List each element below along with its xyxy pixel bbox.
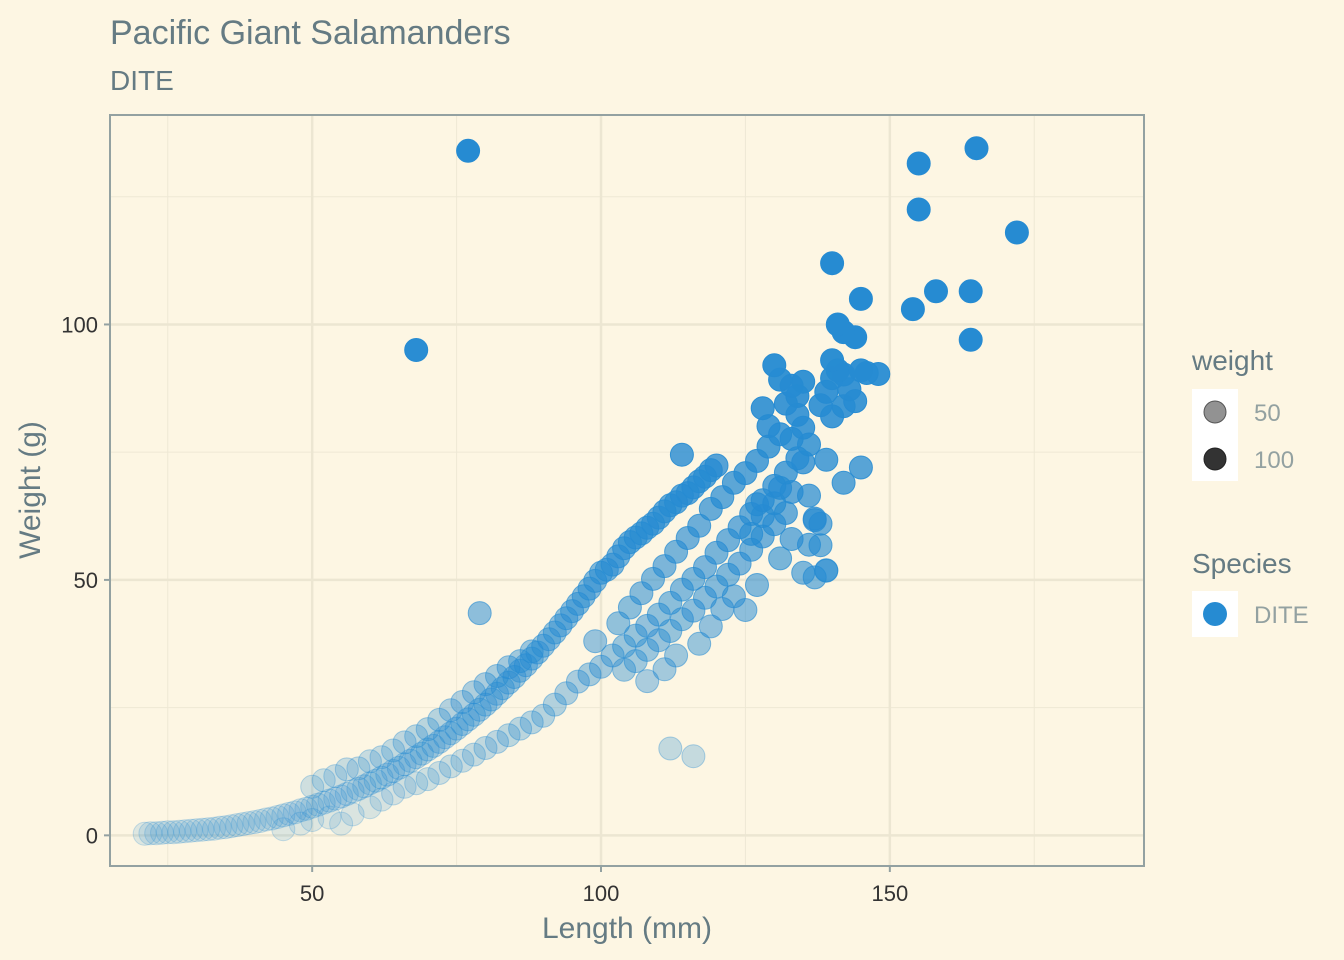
x-axis-title: Length (mm): [542, 912, 712, 945]
chart-title: Pacific Giant Salamanders: [110, 14, 511, 52]
data-point: [763, 354, 786, 377]
data-point: [959, 328, 982, 351]
y-tick-label: 50: [74, 568, 98, 593]
legend-species-title: Species: [1192, 548, 1292, 579]
data-point: [815, 559, 838, 582]
legend-weight-key-100: [1204, 448, 1226, 470]
data-point: [792, 561, 815, 584]
data-point: [1005, 221, 1028, 244]
x-tick-label: 100: [583, 881, 620, 906]
data-point: [821, 349, 844, 372]
data-point: [907, 152, 930, 175]
data-point: [849, 287, 872, 310]
x-axis-ticks: 50 100 150: [300, 866, 908, 906]
data-point: [826, 313, 849, 336]
legend-species-key-dite: [1203, 602, 1227, 626]
y-axis-title: Weight (g): [14, 421, 47, 559]
data-point: [405, 339, 428, 362]
data-points: [133, 137, 1028, 846]
legend-species-label-dite: DITE: [1254, 602, 1309, 629]
data-point: [792, 370, 815, 393]
data-point: [670, 443, 693, 466]
major-gridlines: [110, 115, 1144, 866]
legend-weight: weight 50 100: [1191, 345, 1294, 481]
data-point: [584, 630, 607, 653]
chart-subtitle: DITE: [110, 65, 174, 96]
data-point: [457, 139, 480, 162]
data-point: [959, 280, 982, 303]
data-point: [682, 745, 705, 768]
data-point: [746, 574, 769, 597]
data-point: [849, 359, 872, 382]
y-tick-label: 100: [61, 312, 98, 337]
minor-gridlines: [110, 115, 1144, 866]
legend-species: Species DITE: [1192, 548, 1309, 637]
legend-weight-label-50: 50: [1254, 400, 1281, 427]
y-tick-label: 0: [86, 823, 98, 848]
legend-weight-label-100: 100: [1254, 447, 1294, 474]
x-tick-label: 150: [871, 881, 908, 906]
data-point: [468, 602, 491, 625]
data-point: [705, 454, 728, 477]
data-point: [965, 137, 988, 160]
data-point: [849, 456, 872, 479]
data-point: [925, 280, 948, 303]
y-axis-ticks: 0 50 100: [61, 312, 110, 848]
data-point: [907, 198, 930, 221]
legend-weight-key-50: [1204, 401, 1226, 423]
data-point: [803, 507, 826, 530]
x-tick-label: 50: [300, 881, 324, 906]
legend-weight-title: weight: [1191, 345, 1273, 376]
plot-panel-border: [110, 115, 1144, 866]
data-point: [659, 737, 682, 760]
data-point: [901, 298, 924, 321]
data-point: [751, 397, 774, 420]
data-point: [821, 252, 844, 275]
